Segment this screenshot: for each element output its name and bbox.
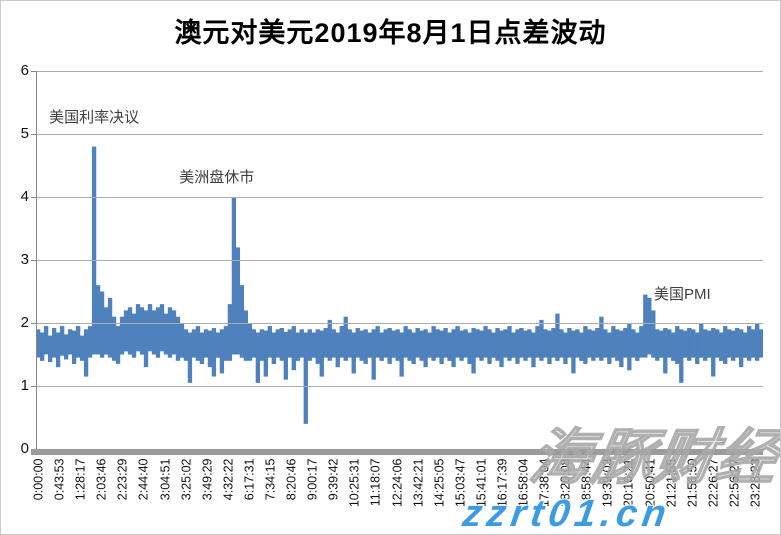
- y-axis-tick: [31, 71, 36, 72]
- x-axis-tick-label: 21:21:55: [664, 458, 679, 508]
- y-axis-tick: [31, 323, 36, 324]
- x-axis-tick-label: 0:43:53: [52, 458, 67, 501]
- x-axis-tick-label: 9:00:17: [305, 458, 320, 501]
- x-axis-tick-label: 0:00:00: [31, 458, 46, 501]
- x-axis-tick-label: 10:25:31: [347, 458, 362, 508]
- y-axis-tick-label: 6: [20, 62, 29, 79]
- gridline-y3: [36, 260, 763, 261]
- x-axis-tick-label: 12:24:06: [390, 458, 404, 508]
- spread-series: [36, 146, 763, 424]
- x-axis-tick-label: 8:20:46: [284, 458, 299, 501]
- annotation-american-session-close: 美洲盘休市: [179, 168, 255, 186]
- y-axis-tick-label: 5: [20, 125, 29, 142]
- x-axis-tick-label: 20:50:41: [643, 458, 658, 508]
- x-axis-tick-label: 3:04:51: [158, 458, 173, 501]
- x-axis-tick-label: 2:23:29: [115, 458, 130, 501]
- x-axis-tick-label: 9:39:42: [326, 458, 341, 501]
- x-axis-tick-label: 16:17:39: [495, 458, 510, 508]
- gridline-y4: [36, 197, 763, 198]
- gridline-y1: [36, 386, 763, 387]
- x-axis-tick-label: 2:03:46: [94, 458, 109, 501]
- y-axis-line: [36, 71, 37, 455]
- x-axis-tick-label: 13:42:21: [411, 458, 426, 508]
- annotation-us-rate-decision: 美国利率决议: [49, 109, 140, 127]
- x-axis-tick-label: 14:25:05: [432, 458, 447, 508]
- y-axis-tick-label: 3: [20, 251, 29, 268]
- x-axis-tick-label: 17:38:04: [537, 458, 552, 508]
- x-axis-tick-label: 11:18:07: [368, 458, 383, 507]
- y-axis-tick: [31, 134, 36, 135]
- x-axis-tick-label: 16:58:04: [516, 458, 531, 508]
- y-axis-tick: [31, 386, 36, 387]
- gridline-y5: [36, 134, 763, 135]
- x-axis-line: [31, 449, 763, 455]
- x-axis-tick-label: 15:41:01: [474, 458, 489, 508]
- x-axis-tick-label: 23:28:23: [748, 458, 763, 508]
- x-axis-tick-label: 22:56:27: [727, 458, 742, 508]
- plot-area: [36, 71, 763, 449]
- x-axis-tick-label: 3:25:02: [179, 458, 194, 501]
- x-axis-tick-label: 4:32:22: [221, 458, 236, 501]
- x-axis-tick-label: 20:16:21: [621, 458, 636, 508]
- gridline-y2: [36, 323, 763, 324]
- x-axis-tick-label: 18:58:44: [579, 458, 594, 508]
- chart-title: 澳元对美元2019年8月1日点差波动: [174, 18, 607, 48]
- x-axis-tick-label: 18:20:08: [558, 458, 573, 508]
- x-axis-tick-label: 21:56:50: [685, 458, 700, 508]
- x-axis-tick-label: 3:49:29: [200, 458, 215, 501]
- annotation-us-pmi: 美国PMI: [653, 285, 711, 303]
- y-axis-tick: [31, 197, 36, 198]
- x-axis-tick-label: 6:17:31: [242, 458, 257, 501]
- y-axis-tick: [31, 260, 36, 261]
- gridline-y6: [36, 71, 763, 72]
- x-axis-tick-label: 2:44:40: [136, 458, 151, 501]
- y-axis-tick-label: 4: [20, 188, 29, 205]
- x-axis-tick-label: 1:28:17: [73, 458, 88, 501]
- x-axis-tick-label: 19:39:03: [600, 458, 615, 508]
- x-axis-tick-label: 22:26:27: [706, 458, 721, 508]
- y-axis-tick-label: 1: [20, 377, 29, 394]
- x-axis-tick-label: 7:34:15: [263, 458, 278, 501]
- y-axis-tick-label: 0: [20, 440, 29, 457]
- y-axis-tick-label: 2: [20, 314, 29, 331]
- x-axis-tick-label: 15:03:47: [453, 458, 468, 508]
